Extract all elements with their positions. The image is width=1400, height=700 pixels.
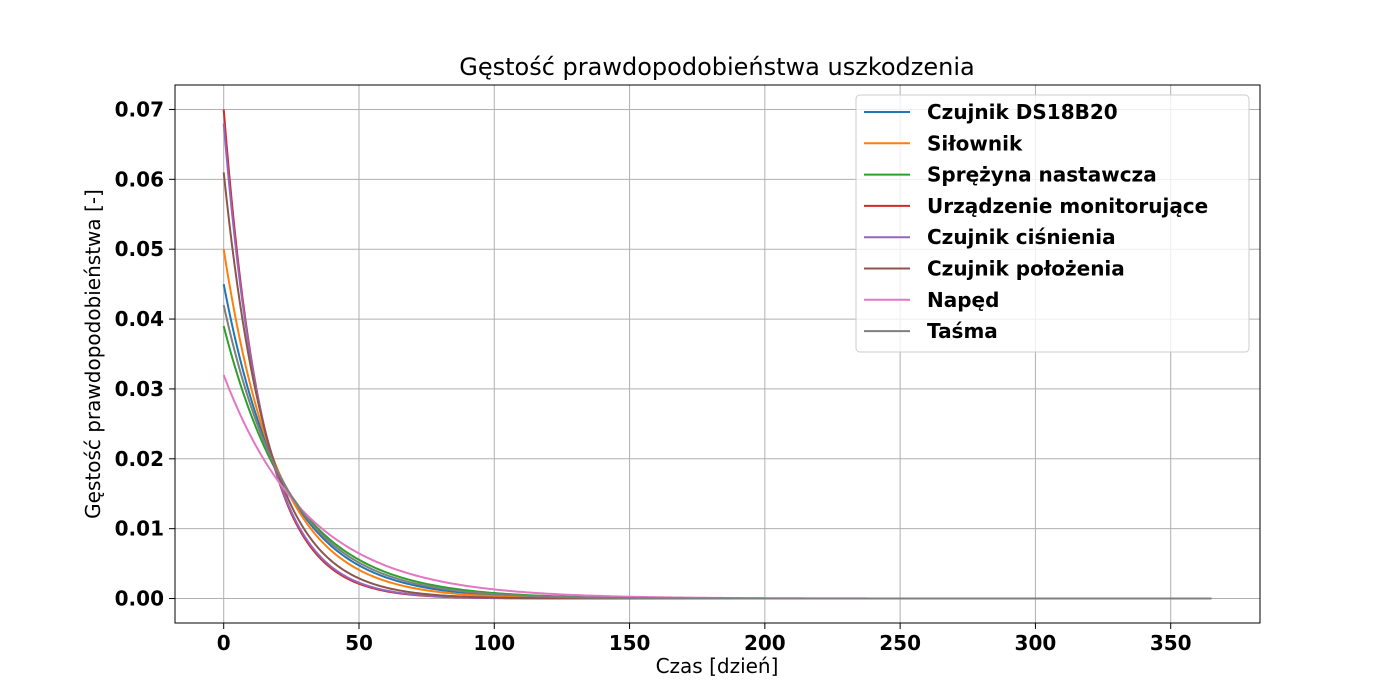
x-tick-label: 50: [345, 631, 373, 655]
plot-series: [222, 109, 1212, 600]
y-tick-label: 0.01: [115, 517, 164, 541]
legend-box: [855, 94, 1250, 353]
y-tick-label: 0.04: [115, 307, 164, 331]
legend: Czujnik DS18B20 Siłownik Sprężyna nastawcz…: [855, 94, 1250, 353]
plot-frame: [174, 84, 1261, 624]
x-axis-ticks: 0 50 100 150 200 250 300 350: [217, 623, 1192, 655]
x-tick-label: 300: [1015, 631, 1057, 655]
y-tick-label: 0.00: [115, 587, 164, 611]
y-axis-label: Gęstość prawdopodobieństwa [-]: [81, 189, 105, 519]
x-tick-label: 100: [473, 631, 515, 655]
legend-label: Taśma: [927, 319, 998, 343]
legend-label: Czujnik DS18B20: [927, 100, 1118, 124]
series-line-3: [222, 325, 1212, 600]
series-line-8: [222, 304, 1212, 600]
x-tick-label: 150: [609, 631, 651, 655]
legend-label: Czujnik ciśnienia: [927, 225, 1116, 249]
x-tick-label: 250: [879, 631, 921, 655]
y-tick-label: 0.06: [115, 167, 164, 191]
y-axis-ticks: 0.00 0.01 0.02 0.03 0.04 0.05 0.06 0.07: [115, 97, 175, 611]
legend-label: Czujnik położenia: [927, 257, 1125, 281]
x-tick-label: 0: [217, 631, 231, 655]
y-tick-label: 0.07: [115, 97, 164, 121]
x-tick-label: 350: [1150, 631, 1192, 655]
x-axis-label: Czas [dzień]: [656, 654, 779, 678]
series-line-7: [222, 374, 1212, 600]
legend-label: Sprężyna nastawcza: [927, 163, 1157, 187]
x-tick-label: 200: [744, 631, 786, 655]
y-tick-label: 0.05: [115, 237, 164, 261]
legend-label: Napęd: [927, 288, 999, 312]
legend-label: Urządzenie monitorujące: [927, 194, 1208, 218]
y-tick-label: 0.03: [115, 377, 164, 401]
y-tick-label: 0.02: [115, 447, 164, 471]
chart-title: Gęstość prawdopodobieństwa uszkodzenia: [459, 53, 974, 81]
legend-label: Siłownik: [927, 131, 1023, 155]
